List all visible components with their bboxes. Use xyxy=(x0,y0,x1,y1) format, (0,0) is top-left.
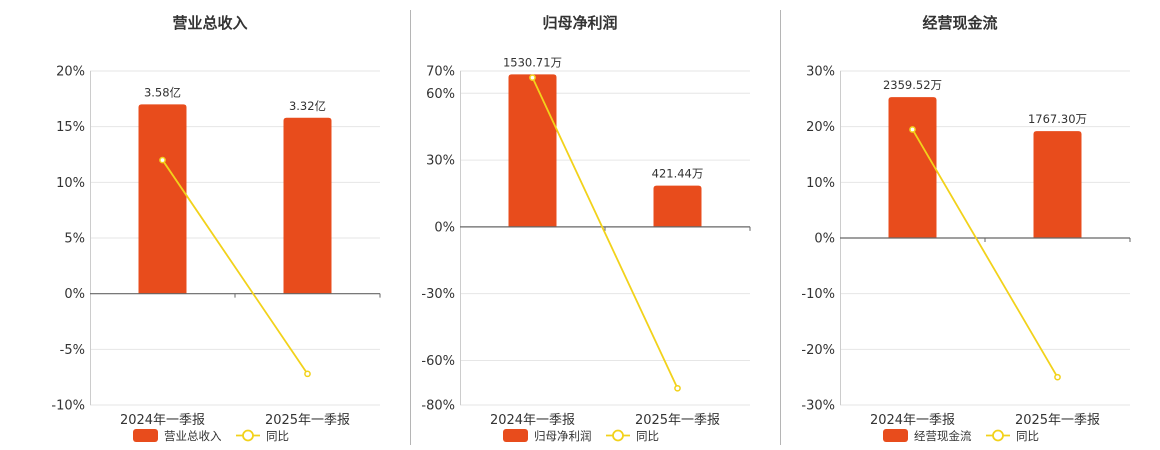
legend-bar-swatch xyxy=(883,429,908,442)
yoy-line xyxy=(161,159,309,375)
y-tick-label: -80% xyxy=(421,399,455,414)
legend-bar-swatch xyxy=(503,429,528,442)
yoy-line xyxy=(911,128,1059,378)
legend-line-marker xyxy=(612,429,624,442)
y-tick-label: 10% xyxy=(56,176,85,191)
x-category-label: 2024年一季报 xyxy=(120,413,205,428)
y-tick-label: 30% xyxy=(426,154,455,169)
legend-label-bar: 归母净利润 xyxy=(534,429,592,443)
x-category-label: 2025年一季报 xyxy=(1015,413,1100,428)
bar-data-label: 2359.52万 xyxy=(883,78,942,92)
chart-title: 营业总收入 xyxy=(172,14,247,32)
y-tick-label: 20% xyxy=(56,65,85,80)
y-tick-label: 0% xyxy=(814,232,835,247)
yoy-point xyxy=(674,384,681,392)
x-category-label: 2025年一季报 xyxy=(265,413,350,428)
yoy-point xyxy=(304,370,311,378)
y-tick-label: -20% xyxy=(801,343,835,358)
legend-label-line: 同比 xyxy=(1016,429,1039,443)
bar-data-label: 1767.30万 xyxy=(1028,112,1087,126)
chart-title: 归母净利润 xyxy=(542,14,617,32)
legend-label-line: 同比 xyxy=(636,429,659,443)
bar xyxy=(283,117,332,294)
legend-label-bar: 经营现金流 xyxy=(914,429,972,443)
y-tick-label: -10% xyxy=(801,287,835,302)
yoy-point xyxy=(159,156,166,164)
y-tick-label: 0% xyxy=(434,220,455,235)
legend-label-line: 同比 xyxy=(266,429,289,443)
yoy-point xyxy=(909,126,916,133)
x-category-label: 2024年一季报 xyxy=(870,413,955,428)
y-tick-label: 10% xyxy=(806,176,835,191)
bar xyxy=(888,97,937,238)
legend-bar-swatch xyxy=(133,429,158,442)
y-tick-label: 15% xyxy=(56,120,85,135)
bar xyxy=(508,74,557,227)
legend-line-marker xyxy=(242,429,254,442)
x-category-label: 2024年一季报 xyxy=(490,413,575,428)
bar xyxy=(653,185,702,227)
y-tick-label: 60% xyxy=(426,87,455,102)
y-tick-label: 20% xyxy=(806,120,835,135)
y-tick-label: 70% xyxy=(426,65,455,80)
bar-data-label: 3.58亿 xyxy=(144,85,181,99)
chart-panel-3: 经营现金流 30% 20% 10% 0% -10% -20% -30% 2359.52万 1767… xyxy=(801,14,1131,443)
chart-panel-1: 营业总收入 20% 15% 10% 5% 0% -5% -10% 3.58亿 3.32亿 2024年… xyxy=(51,14,381,443)
chart-title: 经营现金流 xyxy=(922,14,997,32)
bar-data-label: 3.32亿 xyxy=(289,99,326,113)
y-tick-label: 5% xyxy=(64,232,85,247)
bar xyxy=(138,104,187,294)
bar xyxy=(1033,131,1082,238)
x-category-label: 2025年一季报 xyxy=(635,413,720,428)
y-tick-label: -5% xyxy=(60,343,85,358)
legend-line-marker xyxy=(992,429,1004,442)
chart-panel-2: 归母净利润 70% 60% 30% 0% -30% -60% -80% 1530.71万 421.… xyxy=(421,14,751,443)
yoy-line xyxy=(531,77,679,389)
y-tick-label: -30% xyxy=(421,287,455,302)
y-tick-label: -60% xyxy=(421,354,455,369)
y-tick-label: 30% xyxy=(806,65,835,80)
yoy-point xyxy=(1054,373,1061,381)
y-tick-label: 0% xyxy=(64,287,85,302)
y-tick-label: -10% xyxy=(51,399,85,414)
bar-data-label: 421.44万 xyxy=(652,167,704,181)
legend-label-bar: 营业总收入 xyxy=(164,429,222,443)
y-tick-label: -30% xyxy=(801,399,835,414)
yoy-point xyxy=(529,74,536,82)
bar-data-label: 1530.71万 xyxy=(503,55,562,69)
